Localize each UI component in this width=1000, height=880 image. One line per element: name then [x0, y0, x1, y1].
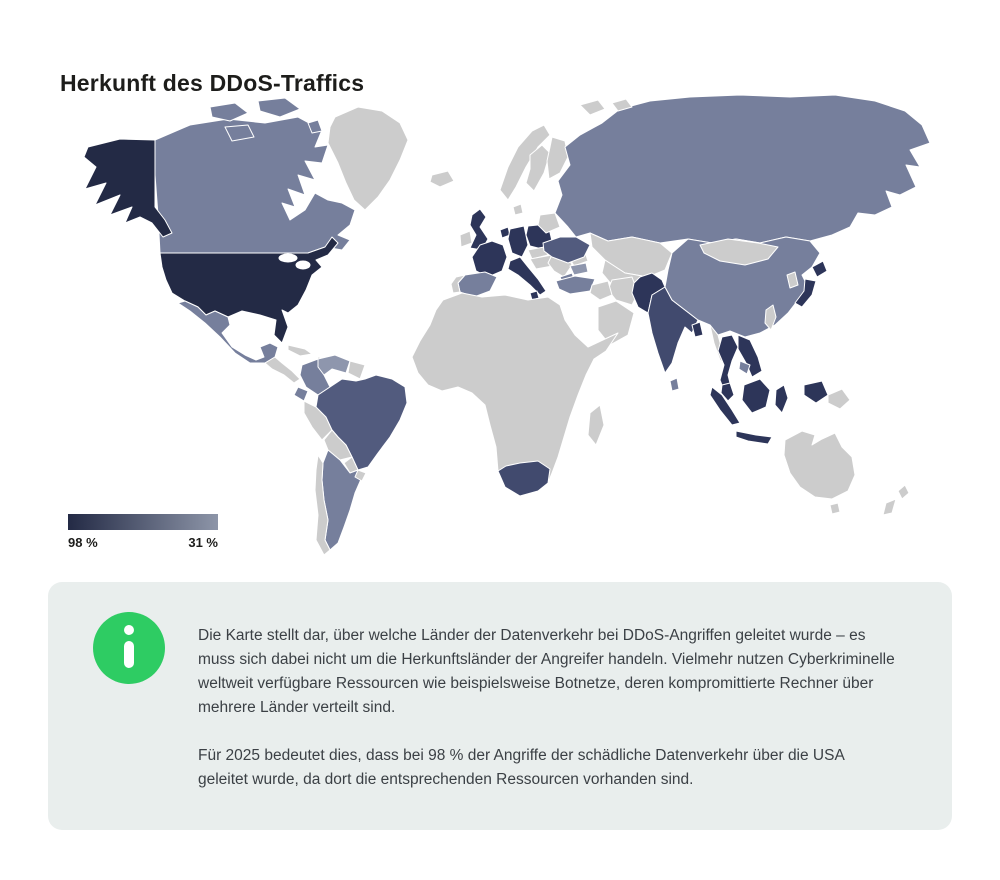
country-mongolia: [699, 238, 779, 266]
country-usa-alaska: [83, 138, 173, 238]
country-papua-new-guinea: [827, 388, 851, 410]
country-usa: [159, 236, 339, 344]
country-canada-arctic-island: [209, 102, 249, 122]
country-south-korea: [786, 271, 799, 289]
country-indonesia-sulawesi: [774, 384, 789, 414]
country-uruguay: [354, 469, 367, 482]
country-greenland: [327, 106, 409, 211]
country-indonesia-papua: [803, 380, 829, 404]
country-canada-arctic-island: [224, 124, 255, 142]
region-guyanas: [347, 360, 366, 380]
country-south-africa: [497, 460, 551, 497]
country-ukraine: [542, 236, 591, 264]
country-iceland: [429, 170, 455, 188]
country-ireland: [459, 230, 473, 248]
country-australia-tasmania: [829, 502, 841, 515]
great-lakes: [295, 260, 311, 270]
page-title: Herkunft des DDoS-Traffics: [60, 70, 365, 97]
country-canada: [154, 116, 356, 254]
country-bangladesh: [691, 321, 704, 338]
country-cuba: [287, 344, 313, 357]
info-callout-box: Die Karte stellt dar, über welche Länder…: [48, 582, 952, 830]
country-denmark: [512, 203, 524, 216]
region-iraq-syria: [589, 280, 613, 301]
country-russia: [554, 95, 931, 244]
great-lakes: [278, 253, 298, 263]
country-philippines: [764, 304, 777, 331]
info-paragraph-2: Für 2025 bedeutet dies, dass bei 98 % de…: [198, 747, 844, 788]
info-icon: [93, 612, 165, 684]
country-norway: [499, 124, 551, 201]
country-cambodia: [738, 360, 751, 375]
country-japan: [794, 278, 817, 308]
country-indonesia-sumatra: [709, 386, 741, 426]
country-italy: [507, 256, 547, 296]
country-sweden: [525, 144, 551, 192]
country-malaysia: [720, 382, 735, 402]
info-paragraph-1: Die Karte stellt dar, über welche Länder…: [198, 627, 895, 716]
world-map-svg: [83, 95, 931, 555]
region-central-america: [264, 356, 301, 384]
legend-min-label: 31 %: [188, 535, 218, 550]
legend-max-label: 98 %: [68, 535, 98, 550]
country-ecuador: [293, 386, 309, 402]
info-text: Die Karte stellt dar, über welche Länder…: [198, 624, 898, 792]
continent-africa: [411, 292, 619, 497]
country-czechia: [527, 246, 549, 260]
country-madagascar: [587, 404, 605, 446]
country-venezuela: [317, 354, 351, 376]
region-arabian-peninsula: [597, 300, 635, 346]
country-indonesia-java: [735, 430, 773, 445]
country-brazil: [315, 374, 408, 471]
color-scale-legend: [68, 514, 218, 530]
country-canada-arctic-island: [257, 97, 301, 118]
island-svalbard: [579, 99, 606, 116]
country-new-zealand: [897, 484, 910, 500]
country-bulgaria: [569, 262, 589, 276]
country-canada-arctic-island: [307, 119, 323, 134]
island-svalbard: [611, 98, 633, 112]
country-vietnam: [737, 334, 763, 378]
country-finland: [546, 136, 569, 180]
country-portugal: [450, 274, 466, 294]
region-belarus-baltics: [537, 212, 561, 234]
country-kazakhstan: [589, 232, 673, 278]
country-chile: [314, 454, 331, 555]
info-icon-dot: [124, 625, 134, 635]
world-choropleth-map: [60, 95, 960, 555]
country-new-zealand: [882, 498, 897, 516]
country-germany: [507, 225, 529, 258]
legend-labels: 98 % 31 %: [68, 535, 218, 550]
country-japan: [811, 260, 828, 278]
country-france: [471, 240, 508, 278]
country-indonesia-borneo: [741, 378, 771, 414]
country-sri-lanka: [669, 377, 680, 392]
country-australia: [783, 430, 856, 500]
country-mexico: [177, 300, 279, 364]
info-icon-bar: [124, 641, 134, 668]
